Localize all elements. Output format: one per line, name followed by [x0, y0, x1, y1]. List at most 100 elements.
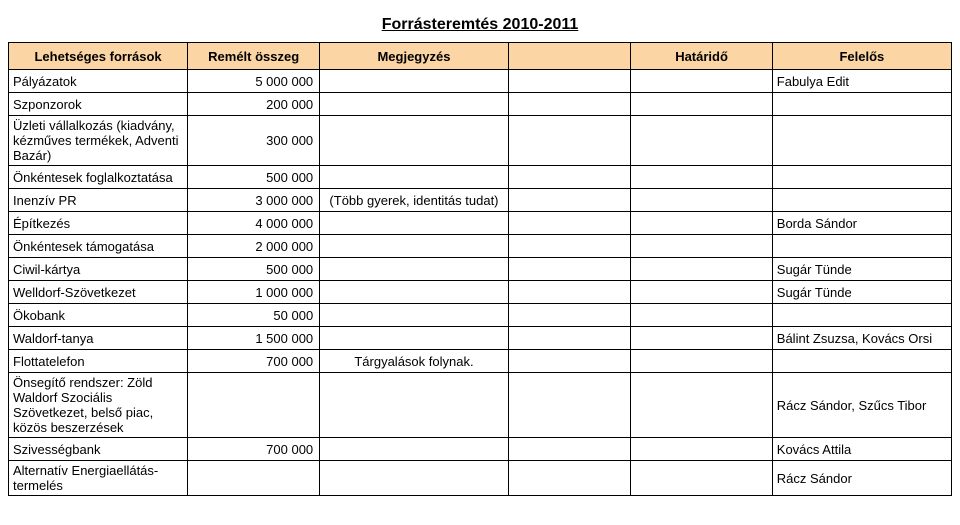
table-row: Alternatív Energiaellátás-termelés Rácz S…: [9, 461, 952, 496]
cell-source: Üzleti vállalkozás (kiadvány, kézműves t…: [9, 116, 188, 166]
cell-deadline: [631, 235, 772, 258]
cell-blank: [508, 235, 631, 258]
cell-responsible: [772, 189, 951, 212]
cell-source: Welldorf-Szövetkezet: [9, 281, 188, 304]
cell-amount: 50 000: [188, 304, 320, 327]
page-title: Forrásteremtés 2010-2011: [8, 8, 952, 42]
cell-blank: [508, 327, 631, 350]
col-header-responsible: Felelős: [772, 43, 951, 70]
col-header-note: Megjegyzés: [320, 43, 509, 70]
cell-blank: [508, 258, 631, 281]
cell-deadline: [631, 93, 772, 116]
cell-blank: [508, 70, 631, 93]
cell-deadline: [631, 327, 772, 350]
cell-source: Flottatelefon: [9, 350, 188, 373]
col-header-blank: [508, 43, 631, 70]
table-row: Pályázatok5 000 000 Fabulya Edit: [9, 70, 952, 93]
cell-deadline: [631, 116, 772, 166]
cell-source: Önkéntesek foglalkoztatása: [9, 166, 188, 189]
table-row: Flottatelefon700 000Tárgyalások folynak.: [9, 350, 952, 373]
cell-responsible: Rácz Sándor, Szűcs Tibor: [772, 373, 951, 438]
cell-note: [320, 327, 509, 350]
cell-deadline: [631, 258, 772, 281]
cell-amount: 500 000: [188, 258, 320, 281]
cell-source: Pályázatok: [9, 70, 188, 93]
cell-amount: 5 000 000: [188, 70, 320, 93]
col-header-amount: Remélt összeg: [188, 43, 320, 70]
cell-source: Önkéntesek támogatása: [9, 235, 188, 258]
cell-amount: 700 000: [188, 350, 320, 373]
cell-responsible: [772, 166, 951, 189]
cell-source: Waldorf-tanya: [9, 327, 188, 350]
table-row: Önsegítő rendszer: Zöld Waldorf Szociáli…: [9, 373, 952, 438]
funding-table: Lehetséges források Remélt összeg Megjeg…: [8, 42, 952, 496]
cell-note: [320, 281, 509, 304]
cell-blank: [508, 438, 631, 461]
table-row: Szponzorok200 000: [9, 93, 952, 116]
cell-blank: [508, 212, 631, 235]
table-row: Üzleti vállalkozás (kiadvány, kézműves t…: [9, 116, 952, 166]
cell-deadline: [631, 281, 772, 304]
cell-source: Alternatív Energiaellátás-termelés: [9, 461, 188, 496]
cell-blank: [508, 116, 631, 166]
cell-deadline: [631, 70, 772, 93]
cell-amount: 200 000: [188, 93, 320, 116]
cell-blank: [508, 93, 631, 116]
table-row: Waldorf-tanya1 500 000Bálint Zsuzsa, Kov…: [9, 327, 952, 350]
cell-amount: [188, 373, 320, 438]
cell-source: Szivességbank: [9, 438, 188, 461]
cell-note: (Több gyerek, identitás tudat): [320, 189, 509, 212]
cell-responsible: Rácz Sándor: [772, 461, 951, 496]
cell-source: Szponzorok: [9, 93, 188, 116]
cell-amount: 3 000 000: [188, 189, 320, 212]
cell-amount: 4 000 000: [188, 212, 320, 235]
cell-source: Ökobank: [9, 304, 188, 327]
cell-responsible: [772, 235, 951, 258]
cell-source: Önsegítő rendszer: Zöld Waldorf Szociáli…: [9, 373, 188, 438]
table-header-row: Lehetséges források Remélt összeg Megjeg…: [9, 43, 952, 70]
cell-note: [320, 116, 509, 166]
cell-blank: [508, 373, 631, 438]
col-header-sources: Lehetséges források: [9, 43, 188, 70]
cell-amount: 2 000 000: [188, 235, 320, 258]
cell-note: [320, 461, 509, 496]
table-row: Welldorf-Szövetkezet1 000 000 Sugár Tünde: [9, 281, 952, 304]
cell-blank: [508, 189, 631, 212]
cell-note: [320, 438, 509, 461]
cell-responsible: Fabulya Edit: [772, 70, 951, 93]
cell-note: [320, 373, 509, 438]
cell-blank: [508, 304, 631, 327]
cell-deadline: [631, 373, 772, 438]
cell-blank: [508, 281, 631, 304]
cell-amount: 500 000: [188, 166, 320, 189]
cell-note: [320, 166, 509, 189]
cell-note: Tárgyalások folynak.: [320, 350, 509, 373]
cell-amount: 1 000 000: [188, 281, 320, 304]
table-row: Önkéntesek támogatása2 000 000: [9, 235, 952, 258]
cell-deadline: [631, 304, 772, 327]
cell-source: Inenzív PR: [9, 189, 188, 212]
cell-amount: [188, 461, 320, 496]
col-header-deadline: Határidő: [631, 43, 772, 70]
cell-note: [320, 235, 509, 258]
cell-responsible: [772, 116, 951, 166]
cell-deadline: [631, 350, 772, 373]
table-row: Ciwil-kártya500 000Sugár Tünde: [9, 258, 952, 281]
cell-deadline: [631, 166, 772, 189]
cell-deadline: [631, 438, 772, 461]
cell-responsible: Borda Sándor: [772, 212, 951, 235]
cell-blank: [508, 350, 631, 373]
cell-responsible: Sugár Tünde: [772, 281, 951, 304]
cell-note: [320, 304, 509, 327]
cell-note: [320, 93, 509, 116]
cell-responsible: [772, 304, 951, 327]
cell-source: Építkezés: [9, 212, 188, 235]
cell-amount: 700 000: [188, 438, 320, 461]
table-row: Önkéntesek foglalkoztatása500 000: [9, 166, 952, 189]
cell-deadline: [631, 189, 772, 212]
cell-blank: [508, 166, 631, 189]
cell-responsible: Kovács Attila: [772, 438, 951, 461]
cell-deadline: [631, 461, 772, 496]
table-row: Ökobank50 000: [9, 304, 952, 327]
cell-note: [320, 212, 509, 235]
